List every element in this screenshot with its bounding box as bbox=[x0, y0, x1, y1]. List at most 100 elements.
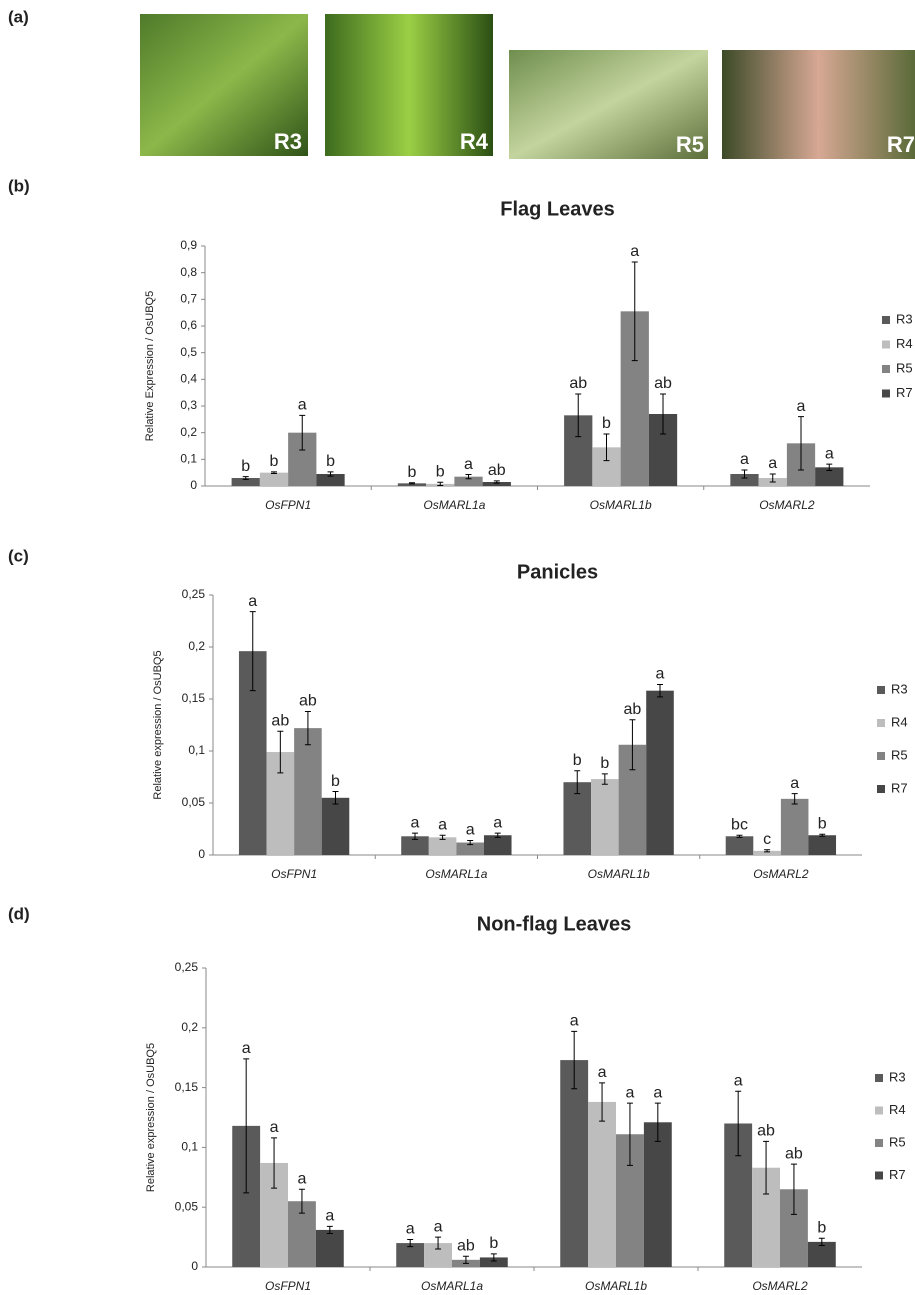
bar bbox=[644, 1122, 672, 1267]
y-tick-label: 0,15 bbox=[175, 1080, 199, 1094]
significance-letter: a bbox=[466, 822, 475, 839]
legend-swatch bbox=[882, 390, 890, 398]
significance-letter: a bbox=[797, 398, 806, 415]
significance-letter: a bbox=[434, 1218, 443, 1235]
significance-letter: b bbox=[408, 464, 417, 481]
panel-label: (d) bbox=[8, 904, 30, 923]
significance-letter: ab bbox=[624, 701, 642, 718]
y-tick-label: 0 bbox=[190, 478, 197, 492]
panel-label: (b) bbox=[8, 176, 30, 195]
y-tick-label: 0,05 bbox=[175, 1199, 199, 1213]
y-tick-label: 0,9 bbox=[180, 238, 197, 252]
legend-swatch bbox=[875, 1172, 883, 1180]
significance-letter: b bbox=[436, 463, 445, 480]
legend-label: R7 bbox=[889, 1167, 906, 1182]
legend-label: R4 bbox=[889, 1102, 906, 1117]
y-tick-label: 0,7 bbox=[180, 292, 197, 306]
y-tick-label: 0,4 bbox=[180, 372, 197, 386]
chart-title: Panicles bbox=[517, 561, 598, 583]
error-bar bbox=[409, 483, 415, 484]
significance-letter: a bbox=[598, 1064, 607, 1081]
legend-swatch bbox=[882, 365, 890, 373]
significance-letter: b bbox=[817, 1220, 826, 1237]
significance-letter: a bbox=[734, 1072, 743, 1089]
figure: (a) R3 R4 R5 R7 (b) (c) (d) Flag Leaves R… bbox=[0, 0, 915, 1295]
bar bbox=[429, 837, 457, 855]
significance-letter: b bbox=[331, 773, 340, 790]
significance-letter: c bbox=[763, 831, 771, 848]
significance-letter: ab bbox=[457, 1237, 475, 1254]
bar bbox=[260, 473, 288, 486]
x-tick-label: OsMARL2 bbox=[753, 867, 809, 881]
legend-swatch bbox=[877, 719, 885, 727]
significance-letter: b bbox=[600, 755, 609, 772]
y-tick-label: 0,1 bbox=[181, 1140, 198, 1154]
significance-letter: a bbox=[464, 456, 473, 473]
legend-label: R7 bbox=[891, 780, 908, 795]
legend-label: R4 bbox=[896, 336, 913, 351]
x-tick-label: OsMARL1a bbox=[423, 498, 485, 512]
legend-swatch bbox=[877, 686, 885, 694]
significance-letter: ab bbox=[757, 1123, 775, 1140]
bar bbox=[316, 1230, 344, 1267]
significance-letter: a bbox=[825, 445, 834, 462]
significance-letter: ab bbox=[299, 693, 317, 710]
y-axis-title: Relative Expression / OsUBQ5 bbox=[144, 291, 156, 441]
y-tick-label: 0,2 bbox=[188, 639, 205, 653]
y-tick-label: 0 bbox=[198, 847, 205, 861]
bar bbox=[294, 728, 322, 855]
x-tick-label: OsMARL1b bbox=[590, 498, 652, 512]
y-axis-title: Relative expression / OsUBQ5 bbox=[145, 1043, 157, 1192]
significance-letter: a bbox=[298, 397, 307, 414]
y-axis-title: Relative expression / OsUBQ5 bbox=[152, 650, 164, 799]
x-tick-label: OsMARL1a bbox=[425, 867, 487, 881]
x-tick-label: OsMARL1a bbox=[421, 1279, 483, 1293]
significance-letter: b bbox=[602, 415, 611, 432]
significance-letter: a bbox=[411, 814, 420, 831]
significance-letter: b bbox=[241, 458, 250, 475]
x-tick-label: OsMARL2 bbox=[752, 1279, 808, 1293]
bar bbox=[781, 799, 809, 855]
y-tick-label: 0,15 bbox=[182, 691, 206, 705]
bar bbox=[560, 1060, 588, 1267]
significance-letter: a bbox=[653, 1084, 662, 1101]
photo-label: R5 bbox=[676, 132, 704, 157]
significance-letter: a bbox=[790, 775, 799, 792]
y-tick-label: 0,1 bbox=[180, 452, 197, 466]
legend-swatch bbox=[877, 752, 885, 760]
significance-letter: a bbox=[768, 455, 777, 472]
legend-label: R4 bbox=[891, 714, 908, 729]
bar bbox=[322, 798, 350, 855]
x-tick-label: OsFPN1 bbox=[265, 1279, 311, 1293]
significance-letter: a bbox=[570, 1013, 579, 1030]
y-tick-label: 0,25 bbox=[175, 960, 199, 974]
y-tick-label: 0,6 bbox=[180, 318, 197, 332]
x-tick-label: OsMARL1b bbox=[585, 1279, 647, 1293]
legend-swatch bbox=[882, 316, 890, 324]
significance-letter: b bbox=[270, 453, 279, 470]
legend-label: R5 bbox=[891, 747, 908, 762]
bar bbox=[588, 1102, 616, 1267]
x-tick-label: OsMARL2 bbox=[759, 498, 815, 512]
bar bbox=[808, 835, 836, 855]
y-tick-label: 0,2 bbox=[181, 1020, 198, 1034]
y-tick-label: 0,05 bbox=[182, 795, 206, 809]
y-tick-label: 0,3 bbox=[180, 398, 197, 412]
panel-label: (c) bbox=[8, 546, 29, 565]
panel-label: (a) bbox=[8, 7, 29, 26]
legend-swatch bbox=[875, 1074, 883, 1082]
significance-letter: ab bbox=[569, 375, 587, 392]
significance-letter: a bbox=[325, 1208, 334, 1225]
legend-label: R3 bbox=[889, 1069, 906, 1084]
x-tick-label: OsMARL1b bbox=[588, 867, 650, 881]
chart-title: Flag Leaves bbox=[500, 198, 615, 220]
bar bbox=[484, 835, 512, 855]
significance-letter: a bbox=[406, 1221, 415, 1238]
y-tick-label: 0,8 bbox=[180, 265, 197, 279]
significance-letter: b bbox=[326, 453, 335, 470]
legend-label: R3 bbox=[891, 681, 908, 696]
significance-letter: ab bbox=[271, 712, 289, 729]
photo-label: R7 bbox=[887, 132, 915, 157]
significance-letter: b bbox=[818, 815, 827, 832]
significance-letter: a bbox=[656, 666, 665, 683]
